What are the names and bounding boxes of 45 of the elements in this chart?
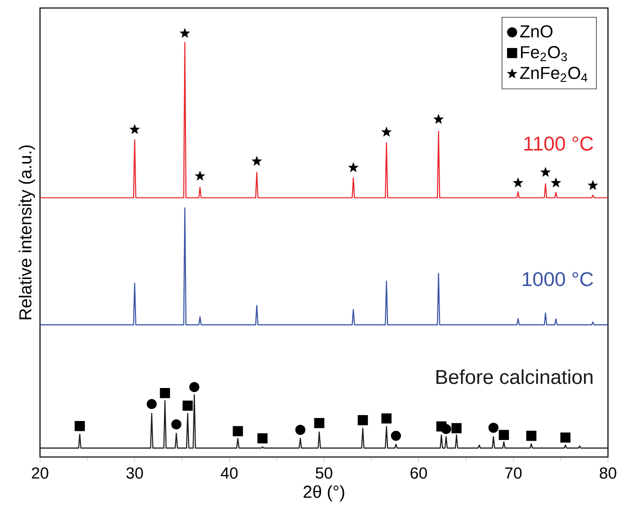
point [358,415,368,426]
x-tick-label: 40 [220,467,238,479]
point [434,114,444,124]
point [348,162,358,172]
point [513,178,523,188]
point [171,419,182,430]
point [540,167,550,176]
series-label: 1100 °C [524,136,594,151]
point [498,430,509,440]
point [195,171,205,180]
point [390,430,402,441]
point [180,28,190,38]
point [130,124,140,134]
point [189,382,200,392]
point [146,398,157,410]
point [295,424,306,435]
x-tick-label: 70 [505,467,522,479]
point [451,423,462,434]
text: Before calcination [436,369,592,384]
y-axis-title: Relative intensity (a.u.) [18,145,35,320]
x-tick-label: 20 [32,467,48,479]
point [252,156,262,166]
point [381,413,392,424]
point [314,418,324,428]
point [560,432,570,443]
point [551,178,561,188]
legend-label: ZnO [520,25,552,38]
point [160,388,170,398]
series-label: 1000 °C [522,272,594,286]
point [257,433,268,444]
point [526,430,536,441]
x-tick-label: 30 [126,467,143,479]
point [74,420,85,432]
point [488,422,499,433]
x-tick-label: 60 [410,467,427,479]
point [436,421,446,432]
point [182,400,193,411]
x-tick-label: 50 [316,467,332,479]
legend-label: Fe$_{2}$O$_{3}$ [521,46,567,62]
x-tick-label: 80 [600,467,616,479]
point [588,180,598,190]
point [232,426,243,436]
point [382,127,392,136]
legend-label: ZnFe$_{2}$O$_{4}$ [520,66,588,82]
x-axis-title: 2θ (°) [304,485,344,502]
